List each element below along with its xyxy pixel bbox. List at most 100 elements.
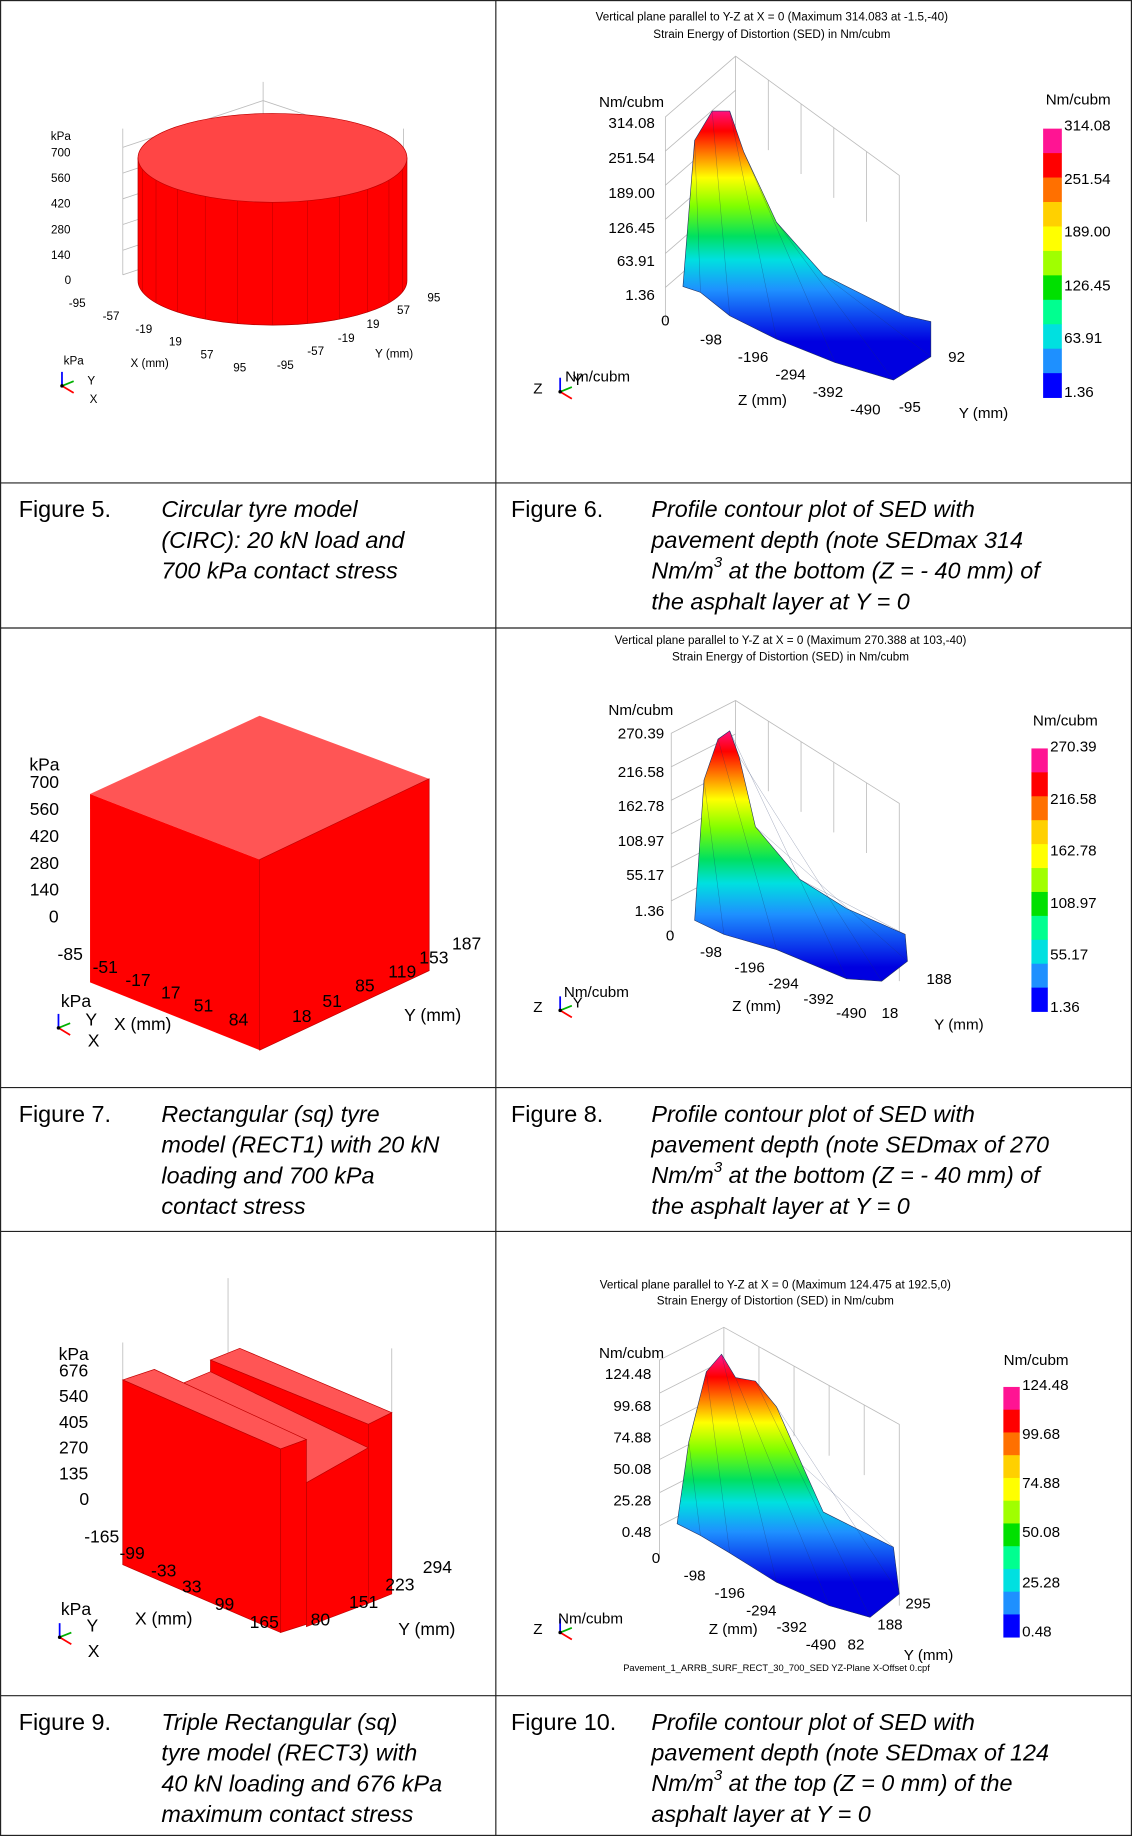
triad-axis: [560, 1006, 572, 1011]
axis-label: X: [88, 1031, 100, 1051]
axis-label: Y (mm): [934, 1017, 984, 1034]
caption-line: Profile contour plot of SED with: [651, 1709, 975, 1735]
colorbar-segment: [1003, 1455, 1019, 1478]
axis-label: 19: [367, 318, 380, 331]
axis-label: 99: [215, 1594, 235, 1614]
caption-line: pavement depth (note SEDmax 314: [650, 527, 1023, 553]
axis-label: -392: [776, 1619, 806, 1636]
axis-label: 140: [30, 880, 60, 900]
axis-label: 135: [59, 1463, 89, 1483]
axis-label: 216.58: [618, 764, 664, 781]
axis-label: -165: [84, 1526, 119, 1546]
colorbar-segment: [1043, 153, 1062, 178]
colorbar-segment: [1031, 820, 1047, 844]
colorbar-segment: [1031, 868, 1047, 892]
sed-surface: [677, 1354, 899, 1617]
caption-line: 40 kN loading and 676 kPa: [161, 1770, 442, 1796]
figure-cell: Vertical plane parallel to Y-Z at X = 0 …: [533, 11, 1110, 422]
caption-line: tyre model (RECT3) with: [161, 1740, 417, 1766]
triad-origin: [558, 1009, 562, 1013]
colorbar-segment: [1003, 1523, 1019, 1546]
triad-axis: [62, 381, 74, 386]
axis-label: kPa: [61, 991, 91, 1011]
triad-origin: [60, 384, 64, 388]
triad-axis: [60, 1637, 72, 1644]
colorbar-segment: [1043, 324, 1062, 349]
triad-axis: [560, 387, 572, 392]
axis-label: Nm/cubm: [565, 369, 630, 386]
axis-label: Nm/cubm: [1033, 713, 1098, 730]
caption-text: Nm/m: [651, 558, 713, 584]
figure-number: Figure 8.: [511, 1101, 603, 1127]
axis-label: 560: [30, 799, 60, 819]
axis-label: -98: [700, 331, 722, 348]
caption: Figure 5.Circular tyre model(CIRC): 20 k…: [19, 496, 406, 584]
axis-label: 0: [661, 313, 669, 330]
caption-line: pavement depth (note SEDmax of 124: [650, 1740, 1049, 1766]
figure-number: Figure 10.: [511, 1709, 616, 1735]
axis-label: 18: [881, 1005, 898, 1022]
triad-origin: [58, 1635, 62, 1639]
colorbar-segment: [1031, 748, 1047, 772]
axis-label: -392: [803, 991, 833, 1008]
page: kPa7005604202801400-95-57-19195795X (mm)…: [0, 0, 1132, 1836]
axis-label: X (mm): [135, 1608, 192, 1628]
axis-label: 420: [30, 826, 60, 846]
axis-label: 57: [397, 304, 410, 317]
colorbar-segment: [1031, 940, 1047, 964]
axis-label: Z (mm): [732, 998, 781, 1015]
axis-label: X: [90, 393, 98, 406]
figure-number: Figure 6.: [511, 496, 603, 522]
colorbar-segment: [1043, 373, 1062, 398]
figure-number: Figure 7.: [19, 1101, 111, 1127]
triad-axis: [560, 392, 572, 399]
colorbar-segment: [1031, 844, 1047, 868]
axis-label: Nm/cubm: [558, 1611, 623, 1628]
axis-label: Y (mm): [404, 1005, 461, 1025]
caption: Figure 6.Profile contour plot of SED wit…: [511, 496, 1042, 614]
triad-axis: [58, 1023, 70, 1028]
caption-line: (CIRC): 20 kN load and: [161, 527, 405, 553]
axis-label: -57: [103, 310, 120, 323]
axis-label: Z: [533, 1621, 542, 1638]
caption-line: Profile contour plot of SED with: [651, 1101, 975, 1127]
axis-label: 0: [79, 1489, 89, 1509]
block-face: [281, 1440, 307, 1633]
axis-label: Y: [87, 1615, 99, 1635]
axis-label: -98: [700, 944, 722, 961]
axis-label: 676: [59, 1360, 88, 1380]
colorbar-segment: [1003, 1569, 1019, 1592]
axis-label: -196: [738, 349, 768, 366]
figure-number: Figure 5.: [19, 496, 111, 522]
axis-label: -57: [307, 345, 324, 358]
axis-label: 18: [292, 1006, 312, 1026]
axis-label: -19: [338, 332, 355, 345]
axis-label: 119: [388, 962, 416, 982]
colorbar-segment: [1043, 178, 1062, 203]
axis-label: 0: [49, 907, 59, 927]
axis-label: 25.28: [613, 1493, 651, 1510]
axis-label: -490: [806, 1636, 836, 1653]
caption-line: the asphalt layer at Y = 0: [651, 1193, 909, 1219]
colorbar-segment: [1043, 226, 1062, 251]
axis-label: 1.36: [635, 903, 665, 920]
caption-line: the asphalt layer at Y = 0: [651, 588, 909, 614]
caption-text: at the bottom (Z = - 40 mm) of: [722, 558, 1042, 584]
axis-label: Y (mm): [904, 1647, 953, 1664]
axis-label: Strain Energy of Distortion (SED) in Nm/…: [672, 650, 909, 663]
axis-label: 223: [385, 1574, 414, 1594]
colorbar-segment: [1043, 202, 1062, 227]
colorbar-segment: [1031, 916, 1047, 940]
axis-label: 74.88: [1022, 1475, 1060, 1492]
axis-label: 314.08: [1064, 117, 1110, 134]
axis-label: 85: [355, 976, 375, 996]
caption-line: pavement depth (note SEDmax of 270: [650, 1132, 1049, 1158]
caption-line: loading and 700 kPa: [161, 1162, 374, 1188]
figure-cell: Vertical plane parallel to Y-Z at X = 0 …: [533, 634, 1098, 1034]
axis-label: Z: [533, 999, 542, 1016]
axis-label: 33: [182, 1577, 202, 1597]
axis-label: 700: [51, 146, 71, 159]
colorbar-segment: [1031, 892, 1047, 916]
colorbar-segment: [1043, 349, 1062, 374]
